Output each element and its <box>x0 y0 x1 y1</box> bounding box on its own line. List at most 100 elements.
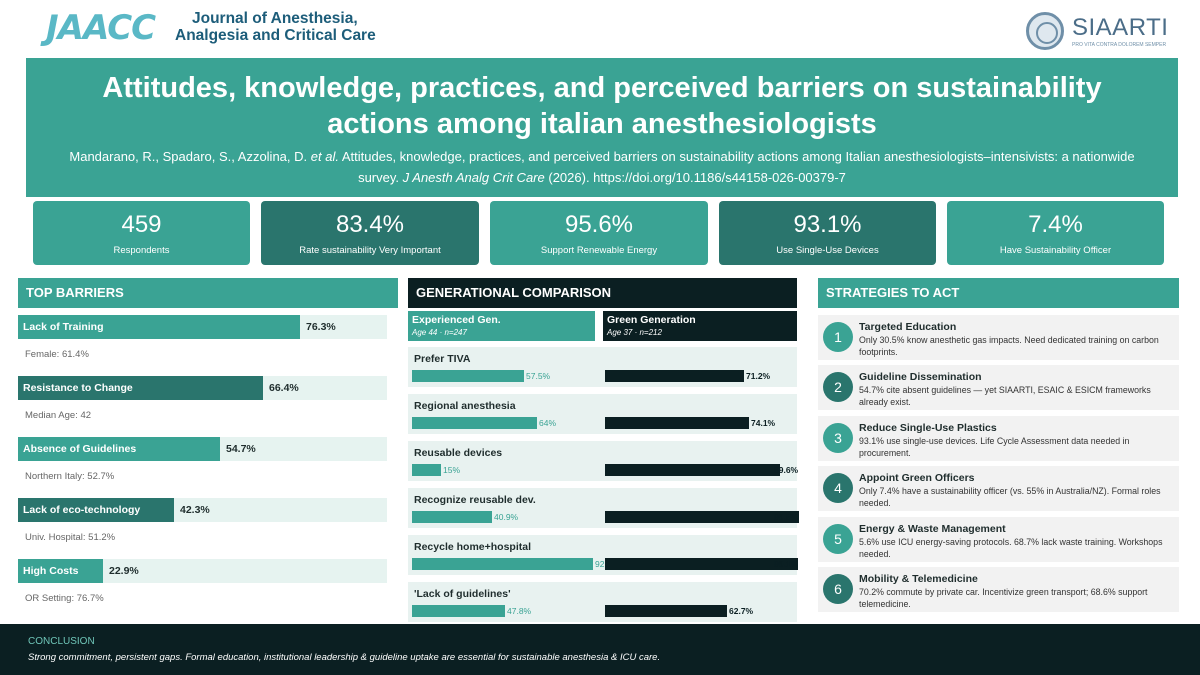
green-value: 74.1% <box>751 418 776 428</box>
title-banner: Attitudes, knowledge, practices, and per… <box>26 58 1178 197</box>
stat-label: Rate sustainability Very Important <box>299 245 441 256</box>
experienced-bar <box>412 605 505 617</box>
experienced-value: 15% <box>443 465 461 475</box>
strategy-title: Targeted Education <box>859 321 957 333</box>
stat-value: 95.6% <box>564 211 634 238</box>
strategy-title: Appoint Green Officers <box>859 472 975 484</box>
barrier-label: Absence of Guidelines <box>23 443 137 455</box>
barrier-value: 54.7% <box>226 443 256 455</box>
title-line1: Attitudes, knowledge, practices, and per… <box>102 72 1102 104</box>
stat-value: 459 <box>121 211 162 238</box>
barrier-note: Female: 61.4% <box>25 349 89 360</box>
society-name: SIAARTI <box>1072 14 1169 41</box>
green-value: 99.1% <box>774 559 799 569</box>
generation-row: Recognize reusable dev. 40.9% 99.5% <box>408 488 799 528</box>
experienced-gen-header: Experienced Gen. Age 44 · n=247 <box>408 311 595 341</box>
experienced-bar <box>412 370 524 382</box>
society-logo: SIAARTI PRO VITA CONTRA DOLOREM SEMPER <box>1026 12 1169 52</box>
citation-authors: Mandarano, R., Spadaro, S., Azzolina, D. <box>69 149 308 164</box>
conclusion-text: Strong commitment, persistent gaps. Form… <box>28 652 661 663</box>
generational-heading: GENERATIONAL COMPARISON <box>408 278 797 308</box>
barrier-value: 42.3% <box>180 504 210 516</box>
green-bar <box>605 511 799 523</box>
strategy-number: 3 <box>823 423 853 453</box>
strategies-heading: STRATEGIES TO ACT <box>818 278 1179 308</box>
stat-value: 93.1% <box>793 211 862 238</box>
stat-card-sustainability-officer: 7.4% Have Sustainability Officer <box>947 201 1164 265</box>
citation-title: Attitudes, knowledge, practices, and per… <box>341 149 1135 185</box>
strategy-title: Mobility & Telemedicine <box>859 573 978 585</box>
generation-row: Recycle home+hospital92.7%99.1% <box>408 535 799 575</box>
title-line2: actions among italian anesthesiologists <box>327 108 877 140</box>
barrier-label: Resistance to Change <box>23 382 133 394</box>
stat-card-renewable-energy: 95.6% Support Renewable Energy <box>490 201 708 265</box>
strategy-item: 3 Reduce Single-Use Plastics 93.1% use sin… <box>818 416 1179 461</box>
strategy-item: 5 Energy & Waste Management 5.6% use ICU e… <box>818 517 1179 562</box>
strategy-description: 93.1% use single-use devices. Life Cycle… <box>859 436 1130 458</box>
citation: Mandarano, R., Spadaro, S., Azzolina, D.… <box>26 142 1178 188</box>
journal-name-line2: Analgesia and Critical Care <box>175 27 376 44</box>
barrier-bar: Absence of Guidelines <box>18 437 220 461</box>
strategy-description: 70.2% commute by private car. Incentiviz… <box>859 587 1148 609</box>
barrier-bar-track: Lack of eco-technology 42.3% <box>18 498 387 522</box>
strategy-item: 2 Guideline Dissemination 54.7% cite absen… <box>818 365 1179 410</box>
barrier-value: 66.4% <box>269 382 299 394</box>
green-bar <box>605 464 780 476</box>
green-value: 99.5% <box>774 512 799 522</box>
experienced-bar <box>412 558 593 570</box>
generation-row-label: Regional anesthesia <box>414 400 516 412</box>
generation-row: 'Lack of guidelines' 47.8% 62.7% <box>408 582 797 622</box>
strategy-item: 4 Appoint Green Officers Only 7.4% have a … <box>818 466 1179 511</box>
stat-value: 83.4% <box>335 211 405 238</box>
strategy-title: Reduce Single-Use Plastics <box>859 422 997 434</box>
generation-row: Prefer TIVA 57.5% 71.2% <box>408 347 797 387</box>
barrier-bar-track: Lack of Training 76.3% <box>18 315 387 339</box>
barrier-bar-track: Resistance to Change 66.4% <box>18 376 387 400</box>
strategy-description: 54.7% cite absent guidelines — yet SIAAR… <box>859 385 1151 407</box>
green-gen-header: Green Generation Age 37 · n=212 <box>603 311 797 341</box>
strategy-title: Guideline Dissemination <box>859 371 982 383</box>
stat-label: Use Single-Use Devices <box>776 245 879 256</box>
journal-name-line1: Journal of Anesthesia, <box>192 10 358 27</box>
barrier-label: High Costs <box>23 565 79 577</box>
stat-card-very-important: 83.4% Rate sustainability Very Important <box>261 201 479 265</box>
citation-journal: J Anesth Analg Crit Care <box>402 170 545 185</box>
stat-label: Have Sustainability Officer <box>999 245 1112 256</box>
barriers-heading: TOP BARRIERS <box>18 278 398 308</box>
conclusion-footer: CONCLUSION Strong commitment, persistent… <box>0 624 1200 675</box>
strategy-number: 4 <box>823 473 853 503</box>
experienced-value: 40.9% <box>494 512 519 522</box>
strategy-description: Only 30.5% know anesthetic gas impacts. … <box>859 335 1159 357</box>
experienced-bar <box>412 511 492 523</box>
society-seal-icon <box>1026 12 1064 50</box>
stat-label: Support Renewable Energy <box>540 245 658 256</box>
barrier-note: Northern Italy: 52.7% <box>25 471 115 482</box>
generation-row-label: 'Lack of guidelines' <box>414 588 511 600</box>
strategy-item: 1 Targeted Education Only 30.5% know anest… <box>818 315 1179 360</box>
experienced-value: 57.5% <box>526 371 551 381</box>
stat-card-respondents: 459 Respondents <box>33 201 250 265</box>
journal-name: Journal of Anesthesia, Analgesia and Cri… <box>175 10 385 44</box>
green-value: 89.6% <box>774 465 799 475</box>
strategy-number: 6 <box>823 574 853 604</box>
experienced-bar <box>412 464 441 476</box>
barrier-value: 22.9% <box>109 565 139 577</box>
experienced-bar <box>412 417 537 429</box>
experienced-value: 47.8% <box>507 606 532 616</box>
stat-label: Respondents <box>113 245 170 256</box>
green-bar <box>605 370 744 382</box>
green-gen-title: Green Generation <box>607 314 696 326</box>
society-motto: PRO VITA CONTRA DOLOREM SEMPER <box>1072 42 1167 48</box>
barrier-note: Univ. Hospital: 51.2% <box>25 532 116 543</box>
generation-row: Regional anesthesia 64% 74.1% <box>408 394 797 434</box>
generation-row-label: Reusable devices <box>414 447 503 459</box>
generation-row-label: Recycle home+hospital <box>414 541 532 553</box>
barrier-note: Median Age: 42 <box>25 410 92 421</box>
strategy-description: Only 7.4% have a sustainability officer … <box>859 486 1161 508</box>
barrier-label: Lack of eco-technology <box>23 504 141 516</box>
barrier-bar-track: High Costs 22.9% <box>18 559 387 583</box>
barrier-bar: Resistance to Change <box>18 376 263 400</box>
experienced-gen-subtitle: Age 44 · n=247 <box>412 328 467 337</box>
experienced-gen-title: Experienced Gen. <box>412 314 501 326</box>
